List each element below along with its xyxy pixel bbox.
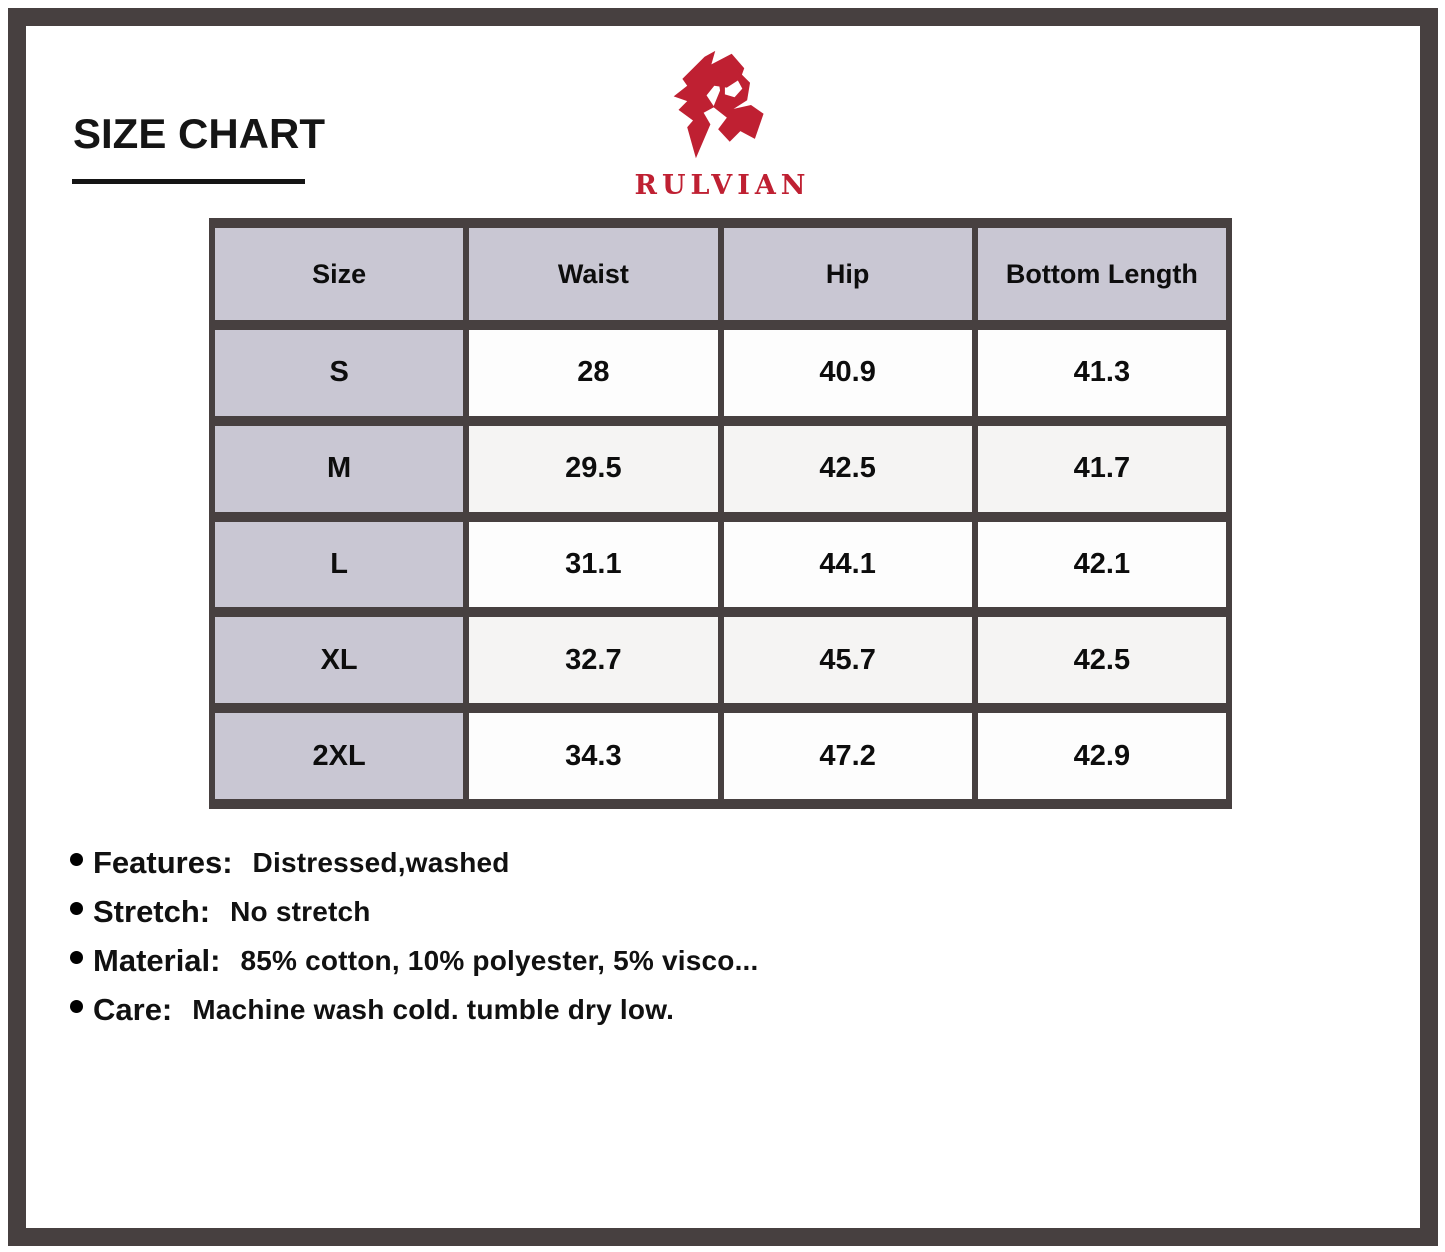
table-row-2xl: 2XL 34.3 47.2 42.9	[215, 713, 1226, 799]
brand-block: RULVIAN	[635, 48, 811, 201]
bullet-icon	[70, 852, 83, 866]
size-cell: 2XL	[215, 713, 464, 799]
size-cell: L	[215, 521, 464, 608]
spec-item-material: Material: 85% cotton, 10% polyester, 5% …	[70, 943, 759, 979]
brand-name: RULVIAN	[634, 170, 811, 201]
table-row-xl: XL 32.7 45.7 42.5	[215, 617, 1226, 704]
size-chart-table: Size Waist Hip Bottom Length S 28 40.9 4…	[209, 218, 1232, 809]
bottom-length-cell: 41.7	[977, 425, 1226, 512]
border-frame	[8, 8, 1438, 1246]
spec-value: Distressed,washed	[252, 847, 510, 878]
column-header-hip: Hip	[723, 228, 972, 320]
bottom-length-cell: 42.9	[977, 713, 1226, 799]
spec-label: Material:	[93, 943, 221, 978]
spec-label: Care:	[93, 992, 173, 1027]
table-row-s: S 28 40.9 41.3	[215, 330, 1226, 416]
bullet-icon	[70, 901, 83, 915]
hip-cell: 44.1	[723, 521, 972, 608]
table-row-m: M 29.5 42.5 41.7	[215, 425, 1226, 512]
spec-item-stretch: Stretch: No stretch	[70, 894, 759, 930]
bottom-length-cell: 42.5	[977, 617, 1226, 704]
product-specs-list: Features: Distressed,washed Stretch: No …	[70, 845, 759, 1041]
hip-cell: 42.5	[723, 425, 972, 512]
hip-cell: 40.9	[723, 330, 972, 416]
title-underline	[72, 179, 305, 184]
size-cell: XL	[215, 617, 464, 704]
size-cell: M	[215, 425, 464, 512]
waist-cell: 28	[469, 330, 718, 416]
column-header-size: Size	[215, 228, 464, 320]
waist-cell: 31.1	[469, 521, 718, 608]
hip-cell: 47.2	[723, 713, 972, 799]
size-cell: S	[215, 330, 464, 416]
table-header-row: Size Waist Hip Bottom Length	[215, 228, 1226, 320]
waist-cell: 34.3	[469, 713, 718, 799]
hip-cell: 45.7	[723, 617, 972, 704]
spec-label: Stretch:	[93, 894, 211, 929]
waist-cell: 29.5	[469, 425, 718, 512]
spec-item-care: Care: Machine wash cold. tumble dry low.	[70, 992, 759, 1028]
column-header-bottom-length: Bottom Length	[977, 228, 1226, 320]
column-header-waist: Waist	[469, 228, 718, 320]
spec-label: Features:	[93, 845, 233, 880]
spec-value: Machine wash cold. tumble dry low.	[192, 994, 675, 1025]
bullet-icon	[70, 999, 83, 1013]
waist-cell: 32.7	[469, 617, 718, 704]
page-title: SIZE CHART	[73, 110, 325, 157]
spec-value: No stretch	[230, 896, 371, 927]
brand-r-logo-icon	[674, 50, 765, 159]
bullet-icon	[70, 950, 83, 964]
bottom-length-cell: 41.3	[977, 330, 1226, 416]
spec-item-features: Features: Distressed,washed	[70, 845, 759, 881]
table-row-l: L 31.1 44.1 42.1	[215, 521, 1226, 608]
bottom-length-cell: 42.1	[977, 521, 1226, 608]
spec-value: 85% cotton, 10% polyester, 5% visco...	[240, 945, 759, 976]
